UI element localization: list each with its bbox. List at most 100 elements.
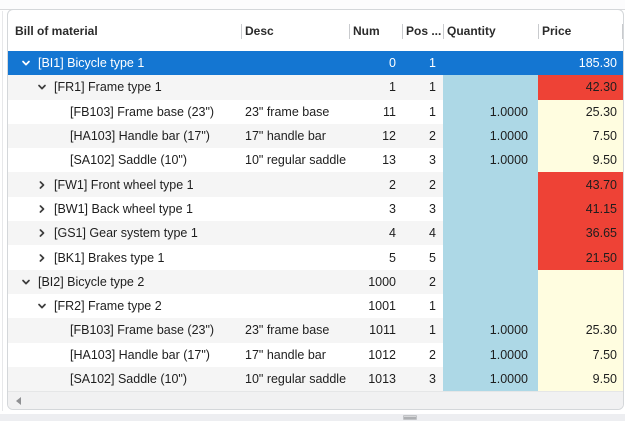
pos-cell: 3 [402, 366, 443, 391]
top-strip [0, 0, 625, 9]
num-cell: 1000 [349, 269, 402, 294]
table-row[interactable]: [HA103] Handle bar (17") 17" handle bar 12… [8, 123, 623, 149]
bom-item-label: [BK1] Brakes type 1 [54, 250, 165, 265]
chevron-right-icon[interactable] [34, 225, 50, 241]
table-header-row: Bill of material Desc Num Pos ... Quanti… [8, 10, 623, 51]
pos-cell: 3 [402, 148, 443, 173]
chevron-spacer [50, 128, 66, 144]
quantity-cell [443, 269, 538, 294]
num-cell: 1011 [349, 318, 402, 343]
chevron-right-icon[interactable] [34, 177, 50, 193]
desc-cell: 17" handle bar [241, 342, 349, 367]
price-cell: 21.50 [538, 245, 623, 270]
chevron-spacer [50, 104, 66, 120]
column-header-price[interactable]: Price [538, 10, 623, 51]
chevron-down-icon[interactable] [18, 274, 34, 290]
bom-item-label: [SA102] Saddle (10") [70, 153, 188, 168]
desc-cell: 23" frame base [241, 318, 349, 343]
column-header-pos[interactable]: Pos ... [402, 10, 443, 51]
chevron-right-icon[interactable] [34, 250, 50, 266]
quantity-cell [443, 196, 538, 222]
column-header-label: Price [542, 23, 572, 38]
column-header-label: Bill of material [15, 23, 98, 38]
quantity-cell [443, 221, 538, 246]
horizontal-scrollbar[interactable] [8, 391, 623, 409]
column-header-num[interactable]: Num [349, 10, 402, 51]
splitter-grip[interactable] [403, 415, 417, 420]
pos-cell: 1 [402, 75, 443, 100]
desc-cell: 23" frame base [241, 99, 349, 124]
table-body: [BI1] Bicycle type 1 0 1 185.30 [FR1] Frame … [8, 51, 623, 391]
column-header-bom[interactable]: Bill of material [8, 10, 241, 51]
column-separator [349, 24, 350, 39]
table-row[interactable]: [SA102] Saddle (10") 10" regular saddle 10… [8, 366, 623, 391]
desc-cell [241, 269, 349, 294]
column-header-label: Pos ... [406, 23, 442, 38]
quantity-cell [443, 51, 538, 76]
num-cell: 5 [349, 245, 402, 270]
quantity-cell [443, 172, 538, 197]
desc-cell: 17" handle bar [241, 123, 349, 149]
column-header-quantity[interactable]: Quantity [443, 10, 538, 51]
table-row[interactable]: [BI2] Bicycle type 2 1000 2 [8, 269, 623, 294]
table-row[interactable]: [BW1] Back wheel type 1 3 3 41.15 [8, 196, 623, 222]
pos-cell: 1 [402, 99, 443, 124]
column-separator [538, 24, 539, 39]
price-cell [538, 269, 623, 294]
quantity-cell: 1.0000 [443, 148, 538, 173]
splitter-bar [0, 414, 625, 421]
quantity-cell: 1.0000 [443, 318, 538, 343]
bom-item-label: [FB103] Frame base (23") [70, 323, 215, 338]
num-cell: 1001 [349, 293, 402, 319]
chevron-down-icon[interactable] [18, 55, 34, 71]
quantity-cell: 1.0000 [443, 366, 538, 391]
column-separator [622, 24, 623, 39]
price-cell: 9.50 [538, 148, 623, 173]
desc-cell [241, 293, 349, 319]
table-row[interactable]: [FR2] Frame type 2 1001 1 [8, 293, 623, 319]
column-header-label: Desc [245, 23, 274, 38]
num-cell: 1013 [349, 366, 402, 391]
table-row[interactable]: [FB103] Frame base (23") 23" frame base 11… [8, 99, 623, 124]
table-row[interactable]: [HA103] Handle bar (17") 17" handle bar 10… [8, 342, 623, 367]
pos-cell: 2 [402, 342, 443, 367]
column-header-desc[interactable]: Desc [241, 10, 349, 51]
column-header-label: Quantity [447, 23, 496, 38]
chevron-spacer [50, 347, 66, 363]
quantity-cell: 1.0000 [443, 99, 538, 124]
price-cell: 7.50 [538, 123, 623, 149]
pos-cell: 4 [402, 221, 443, 246]
table-row[interactable]: [FB103] Frame base (23") 23" frame base 10… [8, 318, 623, 343]
table-row[interactable]: [FW1] Front wheel type 1 2 2 43.70 [8, 172, 623, 197]
chevron-down-icon[interactable] [34, 79, 50, 95]
price-cell: 185.30 [538, 51, 623, 76]
scroll-left-arrow-icon[interactable] [16, 397, 21, 405]
quantity-cell [443, 75, 538, 100]
desc-cell [241, 221, 349, 246]
table-row[interactable]: [GS1] Gear system type 1 4 4 36.65 [8, 221, 623, 246]
bom-item-label: [FR2] Frame type 2 [54, 299, 162, 314]
bom-item-label: [FR1] Frame type 1 [54, 80, 162, 95]
pos-cell: 1 [402, 51, 443, 76]
num-cell: 0 [349, 51, 402, 76]
num-cell: 2 [349, 172, 402, 197]
column-separator [443, 24, 444, 39]
chevron-right-icon[interactable] [34, 201, 50, 217]
price-cell: 42.30 [538, 75, 623, 100]
pos-cell: 2 [402, 172, 443, 197]
price-cell: 41.15 [538, 196, 623, 222]
price-cell: 9.50 [538, 366, 623, 391]
price-cell: 36.65 [538, 221, 623, 246]
chevron-down-icon[interactable] [34, 298, 50, 314]
price-cell: 25.30 [538, 318, 623, 343]
table-row[interactable]: [SA102] Saddle (10") 10" regular saddle 13… [8, 148, 623, 173]
bom-item-label: [FW1] Front wheel type 1 [54, 177, 194, 192]
table-row[interactable]: [BI1] Bicycle type 1 0 1 185.30 [8, 51, 623, 76]
bom-item-label: [BW1] Back wheel type 1 [54, 201, 193, 216]
table-row[interactable]: [FR1] Frame type 1 1 1 42.30 [8, 75, 623, 100]
desc-cell [241, 172, 349, 197]
bom-item-label: [GS1] Gear system type 1 [54, 226, 198, 241]
num-cell: 1012 [349, 342, 402, 367]
pos-cell: 1 [402, 293, 443, 319]
table-row[interactable]: [BK1] Brakes type 1 5 5 21.50 [8, 245, 623, 270]
